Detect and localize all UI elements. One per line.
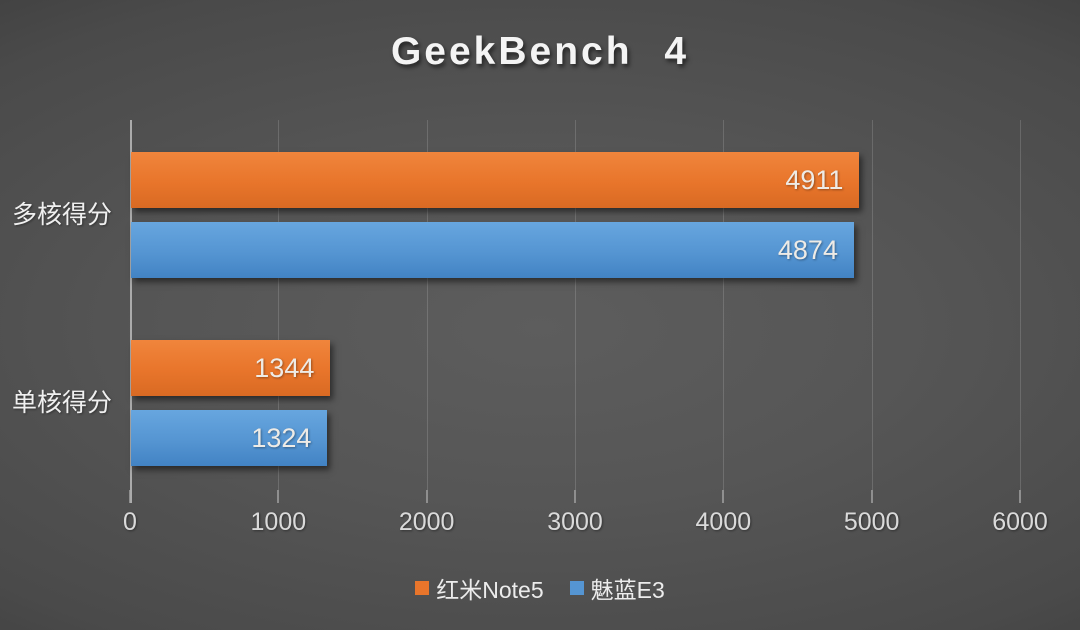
- category-label: 单核得分: [11, 389, 112, 417]
- axis-tick: [870, 490, 873, 503]
- legend-item: 红米Note5: [415, 571, 544, 605]
- x-axis-tick-label: 2000: [398, 508, 455, 536]
- gridline: [278, 120, 280, 490]
- axis-tick: [277, 490, 280, 503]
- legend-label: 红米Note5: [436, 577, 544, 603]
- y-axis-line: [130, 120, 132, 503]
- bar-series2: 4874: [131, 222, 854, 278]
- gridline: [1020, 120, 1021, 490]
- legend-item: 魅蓝E3: [569, 571, 665, 605]
- x-axis-tick-label: 1000: [250, 508, 307, 536]
- x-axis-tick-label: 4000: [695, 508, 752, 536]
- x-axis-tick-label: 6000: [992, 508, 1048, 536]
- x-axis-tick-label: 5000: [843, 508, 900, 536]
- gridline: [575, 120, 576, 490]
- x-axis-tick-label: 0: [123, 508, 137, 536]
- bar-value-label: 4874: [777, 234, 838, 265]
- category-label: 多核得分: [11, 201, 112, 229]
- bar-series2: 1324: [131, 410, 328, 466]
- bar-value-label: 4911: [785, 164, 844, 195]
- chart-title: GeekBench 4: [390, 30, 690, 73]
- gridline: [426, 120, 428, 490]
- axis-tick: [1019, 490, 1021, 503]
- axis-tick: [722, 490, 725, 503]
- bar-value-label: 1324: [251, 422, 312, 453]
- legend-swatch-icon: [415, 581, 430, 595]
- bar-series1: 4911: [131, 152, 860, 208]
- gridline: [871, 120, 873, 490]
- x-axis-tick-label: 3000: [547, 508, 603, 536]
- axis-tick: [574, 490, 576, 503]
- gridline: [723, 120, 725, 490]
- bar-value-label: 1344: [254, 352, 315, 383]
- legend: 红米Note5 魅蓝E3: [0, 572, 1080, 604]
- legend-swatch-icon: [569, 581, 584, 595]
- axis-tick: [425, 490, 428, 503]
- legend-label: 魅蓝E3: [590, 577, 665, 603]
- bar-series1: 1344: [131, 340, 331, 396]
